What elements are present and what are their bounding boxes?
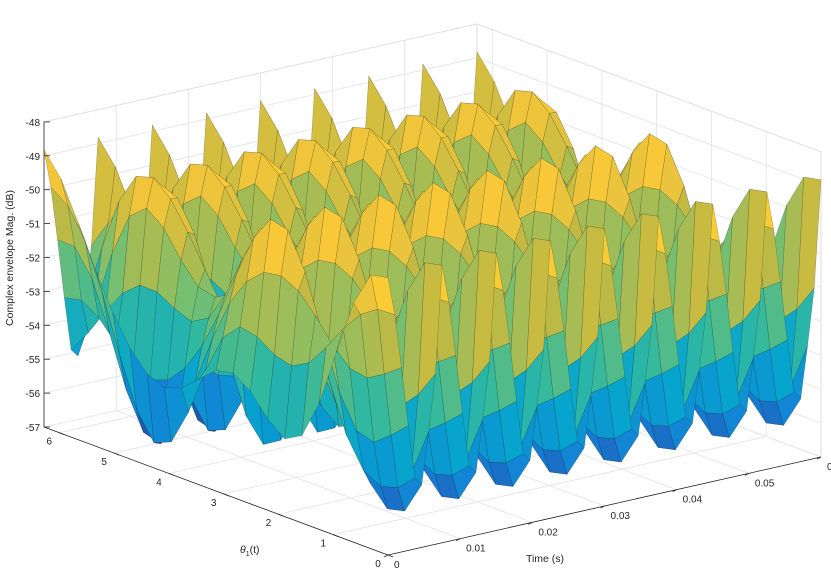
y-tick-label: 0 <box>375 559 381 569</box>
z-tick-label: -52 <box>26 254 41 265</box>
y-tick-mark <box>59 432 65 436</box>
y-tick-mark <box>387 554 394 558</box>
wall-grid-line <box>476 57 822 187</box>
surface-patch <box>370 274 395 315</box>
z-tick-label: -50 <box>26 186 41 197</box>
z-tick-label: -49 <box>26 152 41 163</box>
y-tick-mark <box>278 513 284 517</box>
x-tick-mark <box>528 521 533 525</box>
x-tick-label: 0.05 <box>755 478 775 489</box>
y-tick-label: 5 <box>101 457 107 468</box>
wall-grid-line <box>43 23 478 123</box>
floor-grid-line <box>333 436 767 536</box>
z-tick-label: -51 <box>26 220 41 231</box>
wall-grid-line <box>476 23 822 153</box>
tick-labels: 0 0.01 0.02 0.03 0.04 0.05 0.06 0 1 2 3 4 5 6 -48 -49 -5… <box>26 118 831 569</box>
y-tick-mark <box>168 473 175 476</box>
x-tick-mark <box>455 538 461 542</box>
x-axis-label: Time (s) <box>526 553 564 565</box>
x-tick-label: 0.06 <box>827 462 831 473</box>
y-tick-label: 2 <box>266 518 272 529</box>
y-tick-mark <box>223 493 229 497</box>
x-tick-label: 0.02 <box>538 527 558 538</box>
z-tick-label: -48 <box>26 118 41 129</box>
y-axis-label: θ1(t) <box>240 544 260 558</box>
y-tick-label: 6 <box>47 437 53 448</box>
y-tick-label: 4 <box>156 477 162 488</box>
z-tick-label: -54 <box>26 321 41 332</box>
x-tick-mark <box>600 505 605 509</box>
x-tick-mark <box>816 456 822 460</box>
y-axis-line <box>43 426 389 556</box>
z-tick-label: -57 <box>26 423 41 434</box>
x-tick-mark <box>383 554 389 558</box>
y-tick-mark <box>333 534 339 537</box>
x-tick-label: 0 <box>394 560 400 569</box>
y-tick-label: 3 <box>211 498 217 509</box>
x-tick-label: 0.03 <box>611 511 631 522</box>
x-tick-mark <box>744 472 750 476</box>
z-tick-label: -53 <box>26 287 41 298</box>
x-tick-label: 0.01 <box>466 544 486 555</box>
z-tick-label: -56 <box>26 389 41 400</box>
z-axis-label: Complex envelope Mag. (dB) <box>4 190 16 326</box>
x-tick-mark <box>672 489 677 493</box>
y-tick-label: 1 <box>320 539 326 550</box>
x-tick-label: 0.04 <box>683 495 703 506</box>
y-tick-mark <box>113 452 120 456</box>
surface-mesh <box>43 51 822 512</box>
z-tick-label: -55 <box>26 355 41 366</box>
